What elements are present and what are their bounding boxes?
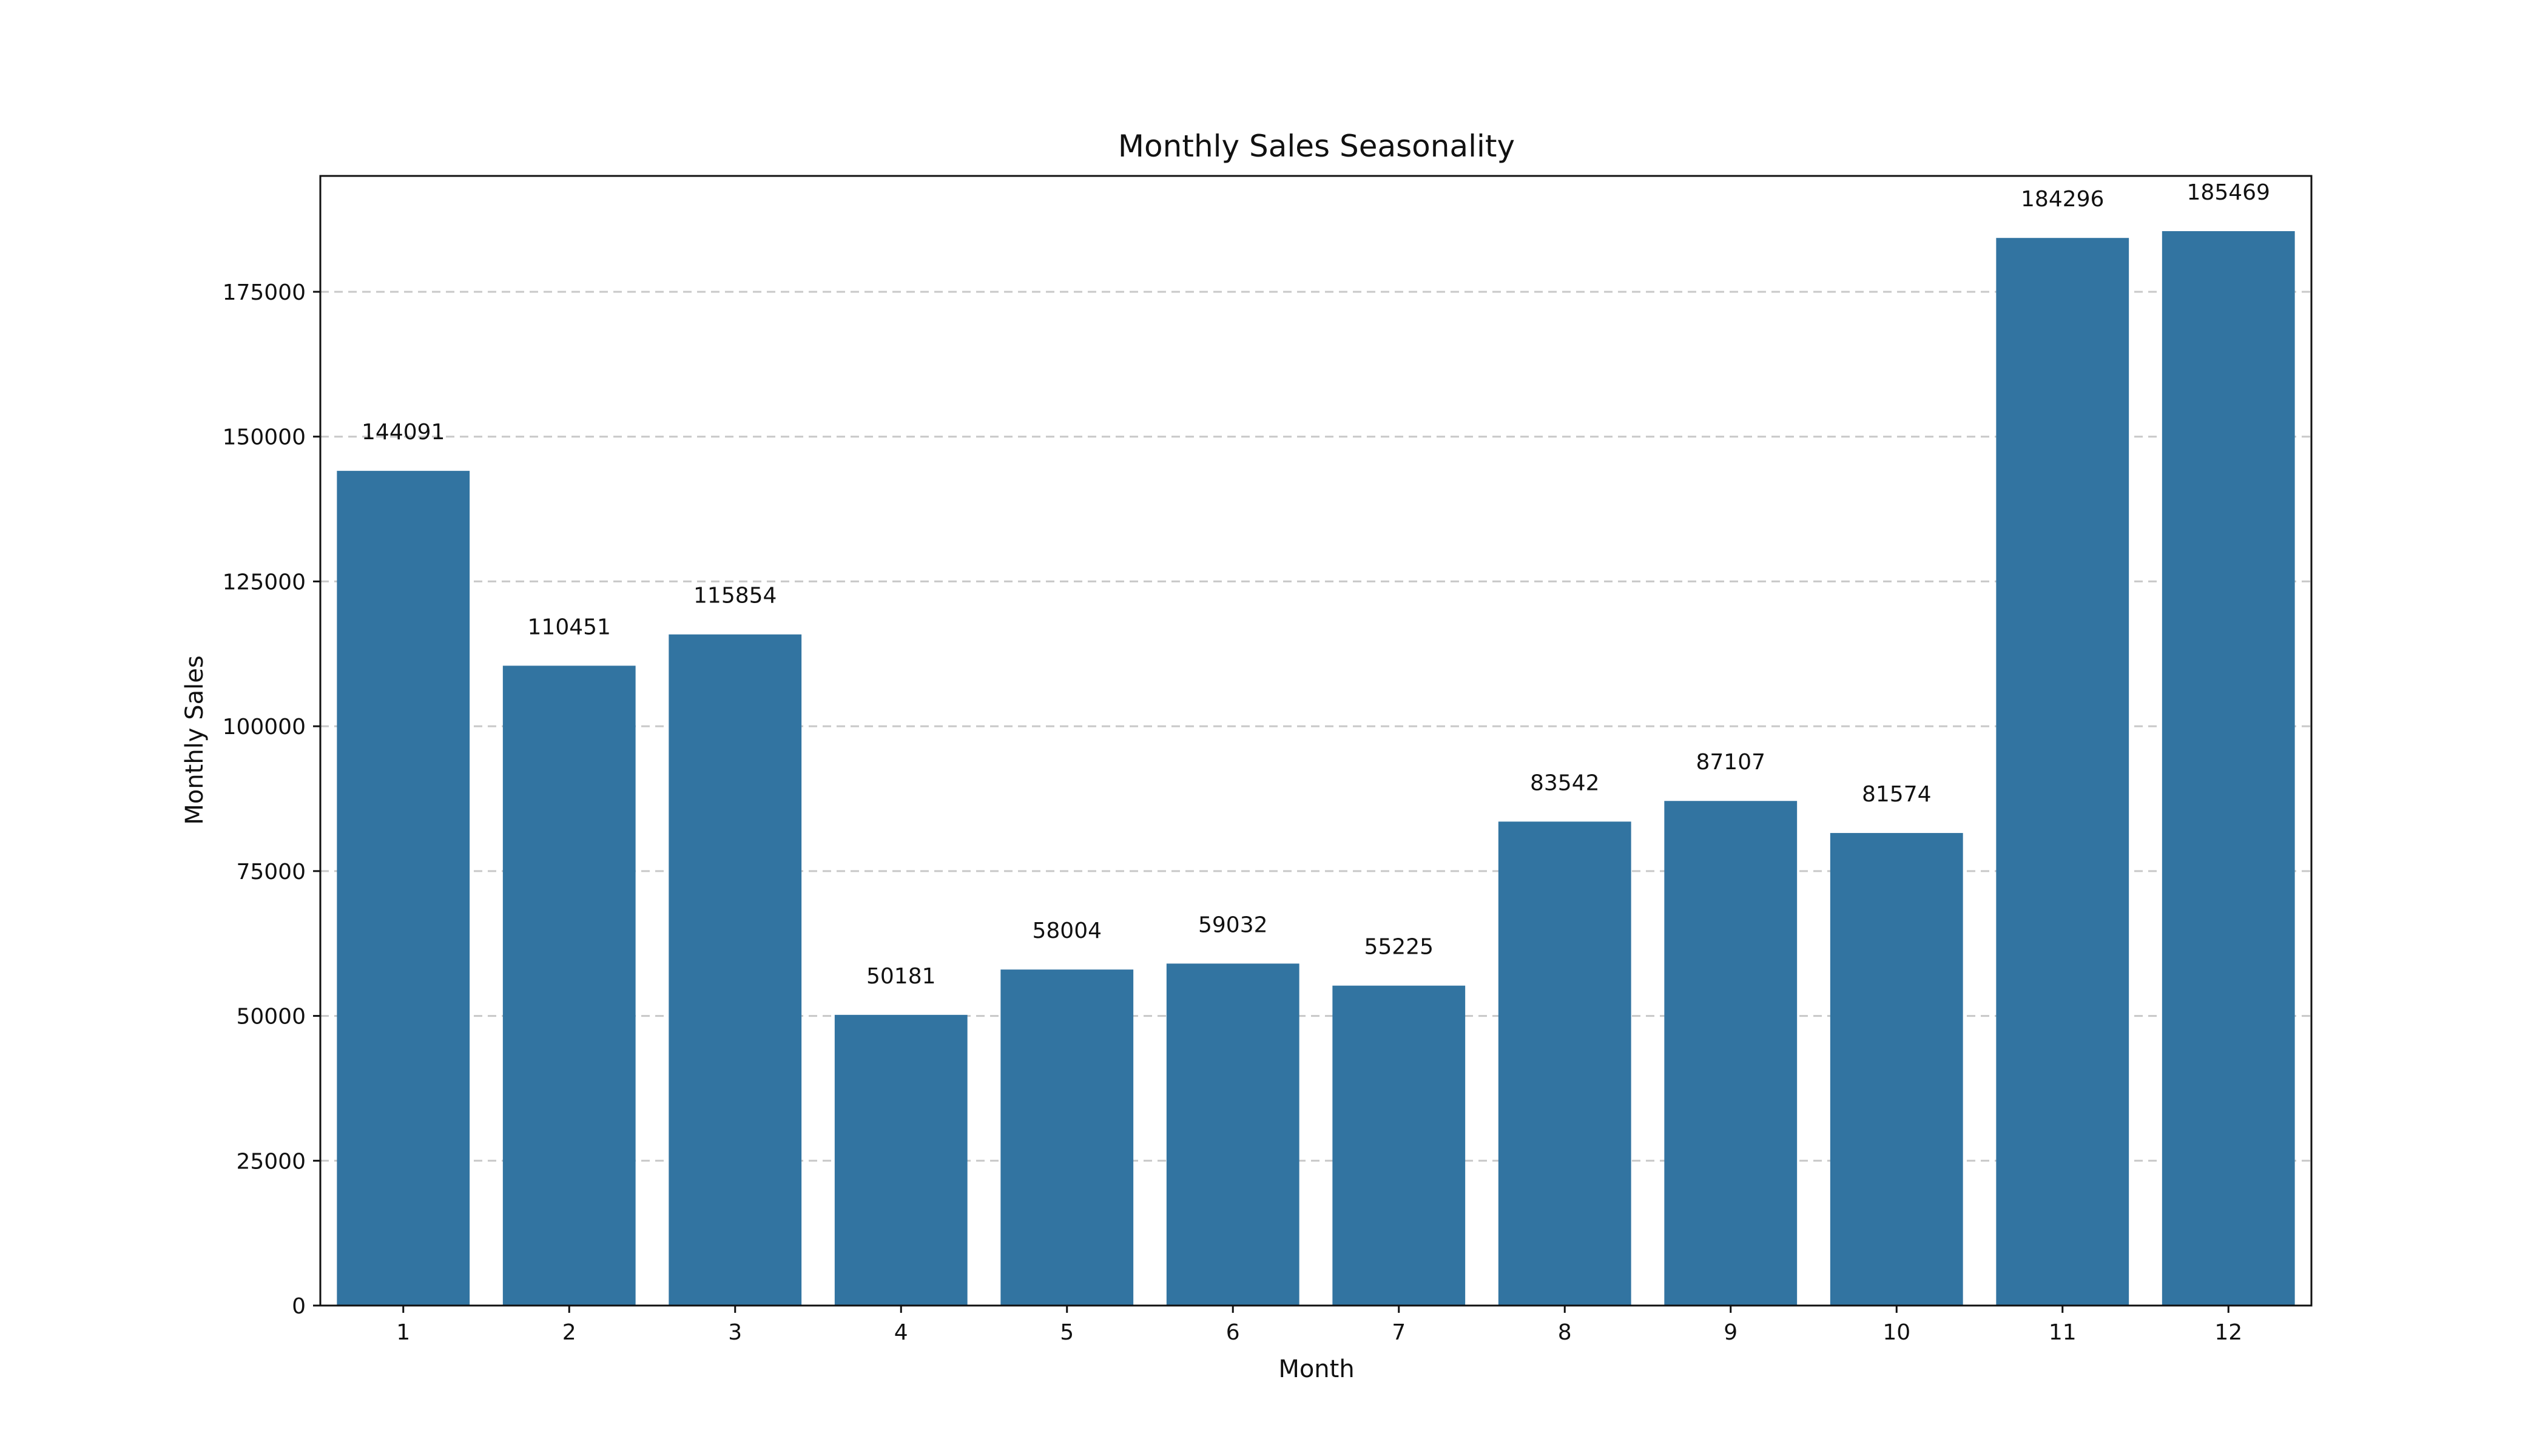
gridlines	[320, 291, 2311, 1162]
y-tick-label: 150000	[223, 425, 306, 450]
bar	[1332, 985, 1466, 1306]
plot-frame	[319, 175, 2313, 1307]
bar	[1996, 238, 2129, 1306]
bar	[1166, 963, 1299, 1306]
x-tick-label: 9	[1724, 1320, 1737, 1345]
bar	[1498, 821, 1631, 1306]
bar	[337, 471, 470, 1306]
bar	[1664, 801, 1798, 1306]
y-tick-label: 75000	[236, 860, 306, 885]
y-tick-label: 125000	[223, 570, 306, 595]
x-tick-label: 7	[1392, 1320, 1406, 1345]
data-labels: 144091 110451 115854 50181 58004 59032 55225 83…	[362, 180, 2270, 989]
y-axis-label: Monthly Sales	[181, 655, 209, 824]
x-tick-label: 5	[1060, 1320, 1074, 1345]
data-label: 110451	[528, 615, 611, 639]
x-tick-label: 1	[396, 1320, 410, 1345]
data-label: 185469	[2187, 180, 2270, 205]
x-tick-label: 8	[1558, 1320, 1572, 1345]
x-tick-label: 10	[1882, 1320, 1910, 1345]
x-tick-label: 11	[2049, 1320, 2077, 1345]
chart-title: Monthly Sales Seasonality	[1118, 129, 1515, 164]
bar	[1000, 969, 1134, 1306]
y-tick-label: 100000	[223, 715, 306, 740]
data-label: 55225	[1364, 935, 1434, 960]
data-label: 58004	[1032, 918, 1102, 943]
y-tick-label: 0	[292, 1294, 306, 1319]
x-tick-label: 4	[894, 1320, 908, 1345]
y-tick-label: 25000	[236, 1149, 306, 1174]
x-tick-label: 12	[2214, 1320, 2242, 1345]
data-label: 144091	[362, 420, 445, 445]
x-tick-label: 3	[728, 1320, 742, 1345]
data-label: 83542	[1530, 770, 1600, 795]
bar	[2162, 231, 2295, 1306]
data-label: 50181	[866, 964, 936, 989]
bar	[669, 634, 802, 1306]
bars	[337, 231, 2295, 1306]
data-label: 87107	[1696, 750, 1765, 775]
x-axis-label: Month	[1278, 1355, 1354, 1383]
y-tick-label: 50000	[236, 1005, 306, 1030]
data-label: 115854	[693, 584, 777, 608]
data-label: 59032	[1198, 912, 1268, 937]
bar	[1830, 833, 1963, 1306]
data-label: 81574	[1862, 782, 1932, 807]
data-label: 184296	[2021, 187, 2104, 212]
x-tick-label: 2	[562, 1320, 576, 1345]
bar	[502, 666, 636, 1306]
x-axis: 1 2 3 4 5 6 7 8 9 10 11 12	[396, 1306, 2242, 1345]
y-tick-label: 175000	[223, 280, 306, 305]
x-tick-label: 6	[1226, 1320, 1240, 1345]
bar	[834, 1014, 968, 1306]
y-axis: 0 25000 50000 75000 100000 125000 150000 175000	[223, 280, 320, 1319]
